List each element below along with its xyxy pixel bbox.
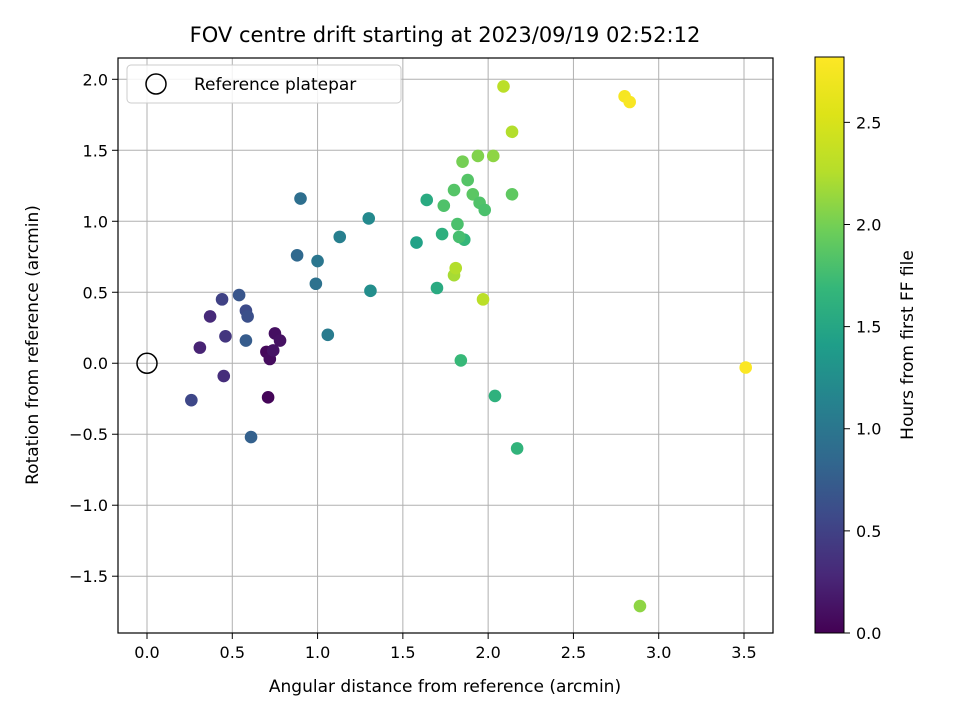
scatter-point (452, 230, 466, 244)
legend-reference-marker (145, 73, 167, 95)
scatter-point (471, 149, 485, 163)
scatter-point (273, 334, 287, 347)
x-tick-label: 0.0 (134, 643, 159, 662)
scatter-point (454, 354, 468, 367)
y-axis-ticks: −1.5 −1.0 −0.5 0.0 0.5 1.0 1.5 2.0 (69, 70, 118, 586)
scatter-point (364, 284, 377, 298)
legend-box (126, 64, 402, 104)
scatter-point (505, 187, 519, 201)
colorbar-tick-label: 0.0 (856, 624, 881, 643)
x-tick-label: 1.0 (305, 643, 330, 662)
y-tick-label: 1.5 (83, 141, 108, 160)
scatter-point (185, 393, 198, 407)
scatter-point (478, 203, 492, 217)
scatter-point (437, 199, 451, 212)
scatter-point (294, 192, 307, 205)
scatter-point (430, 281, 444, 295)
scatter-point (215, 293, 229, 306)
scatter-point (193, 341, 207, 354)
x-axis-ticks: 0.0 0.5 1.0 1.5 2.0 2.5 3.0 3.5 (134, 633, 757, 662)
scatter-point (739, 361, 753, 374)
y-axis-label: Rotation from reference (arcmin) (23, 205, 43, 485)
scatter-point (219, 329, 232, 343)
colorbar-tick-label: 2.0 (856, 215, 881, 234)
scatter-point (451, 217, 464, 231)
y-tick-label: 1.0 (83, 212, 108, 231)
scatter-point (217, 369, 231, 383)
scatter-point (261, 391, 275, 404)
grid-lines (118, 58, 773, 633)
scatter-point (623, 95, 637, 109)
scatter-point (410, 236, 423, 249)
y-tick-label: 0.5 (83, 283, 108, 302)
scatter-point (447, 183, 461, 197)
chart-title: FOV centre drift starting at 2023/09/19 … (190, 23, 701, 47)
scatter-point (466, 187, 480, 201)
scatter-point (232, 288, 246, 302)
scatter-point (290, 249, 304, 262)
x-tick-label: 2.5 (561, 643, 586, 662)
colorbar-tick-label: 1.0 (856, 420, 881, 439)
scatter-point (505, 125, 519, 139)
x-tick-label: 2.0 (475, 643, 500, 662)
scatter-point (311, 254, 324, 268)
y-tick-label: 0.0 (83, 354, 108, 373)
scatter-point (244, 430, 258, 444)
reference-marker-layer (136, 352, 158, 374)
colorbar-ticks: 0.0 0.5 1.0 1.5 2.0 2.5 (844, 113, 881, 643)
reference-platepar-marker (136, 352, 158, 374)
scatter-point (510, 442, 524, 455)
scatter-point (203, 310, 217, 323)
scatter-point (486, 149, 500, 163)
scatter-point (309, 277, 323, 291)
colorbar (814, 56, 845, 634)
scatter-point (449, 261, 463, 275)
colorbar-tick-label: 0.5 (856, 522, 881, 541)
scatter-point (456, 155, 469, 168)
x-axis-label: Angular distance from reference (arcmin) (269, 677, 621, 697)
x-tick-label: 1.5 (390, 643, 415, 662)
y-tick-label: −0.5 (69, 425, 108, 444)
scatter-point (239, 334, 253, 347)
scatter-point (435, 227, 449, 241)
x-tick-label: 0.5 (220, 643, 245, 662)
scatter-point (333, 230, 347, 244)
x-tick-label: 3.5 (731, 643, 756, 662)
plot-area-frame (117, 57, 774, 634)
y-tick-label: −1.0 (69, 496, 108, 515)
x-tick-label: 3.0 (646, 643, 671, 662)
colorbar-tick-label: 2.5 (856, 113, 881, 132)
scatter-point (497, 80, 510, 93)
scatter-point (321, 328, 335, 342)
y-tick-label: −1.5 (69, 567, 108, 586)
scatter-point (241, 310, 254, 323)
colorbar-tick-label: 1.5 (856, 318, 881, 337)
scatter-point (488, 389, 502, 403)
scatter-point (362, 212, 376, 225)
scatter-point (420, 193, 434, 207)
legend: Reference platepar (126, 64, 402, 104)
y-tick-label: 2.0 (83, 70, 108, 89)
scatter-point (266, 344, 280, 357)
colorbar-label: Hours from first FF file (898, 250, 918, 440)
scatter-points (185, 80, 753, 613)
scatter-point (633, 599, 647, 613)
legend-label-reference: Reference platepar (194, 75, 356, 95)
scatter-point (476, 293, 490, 306)
scatter-point (461, 173, 474, 187)
